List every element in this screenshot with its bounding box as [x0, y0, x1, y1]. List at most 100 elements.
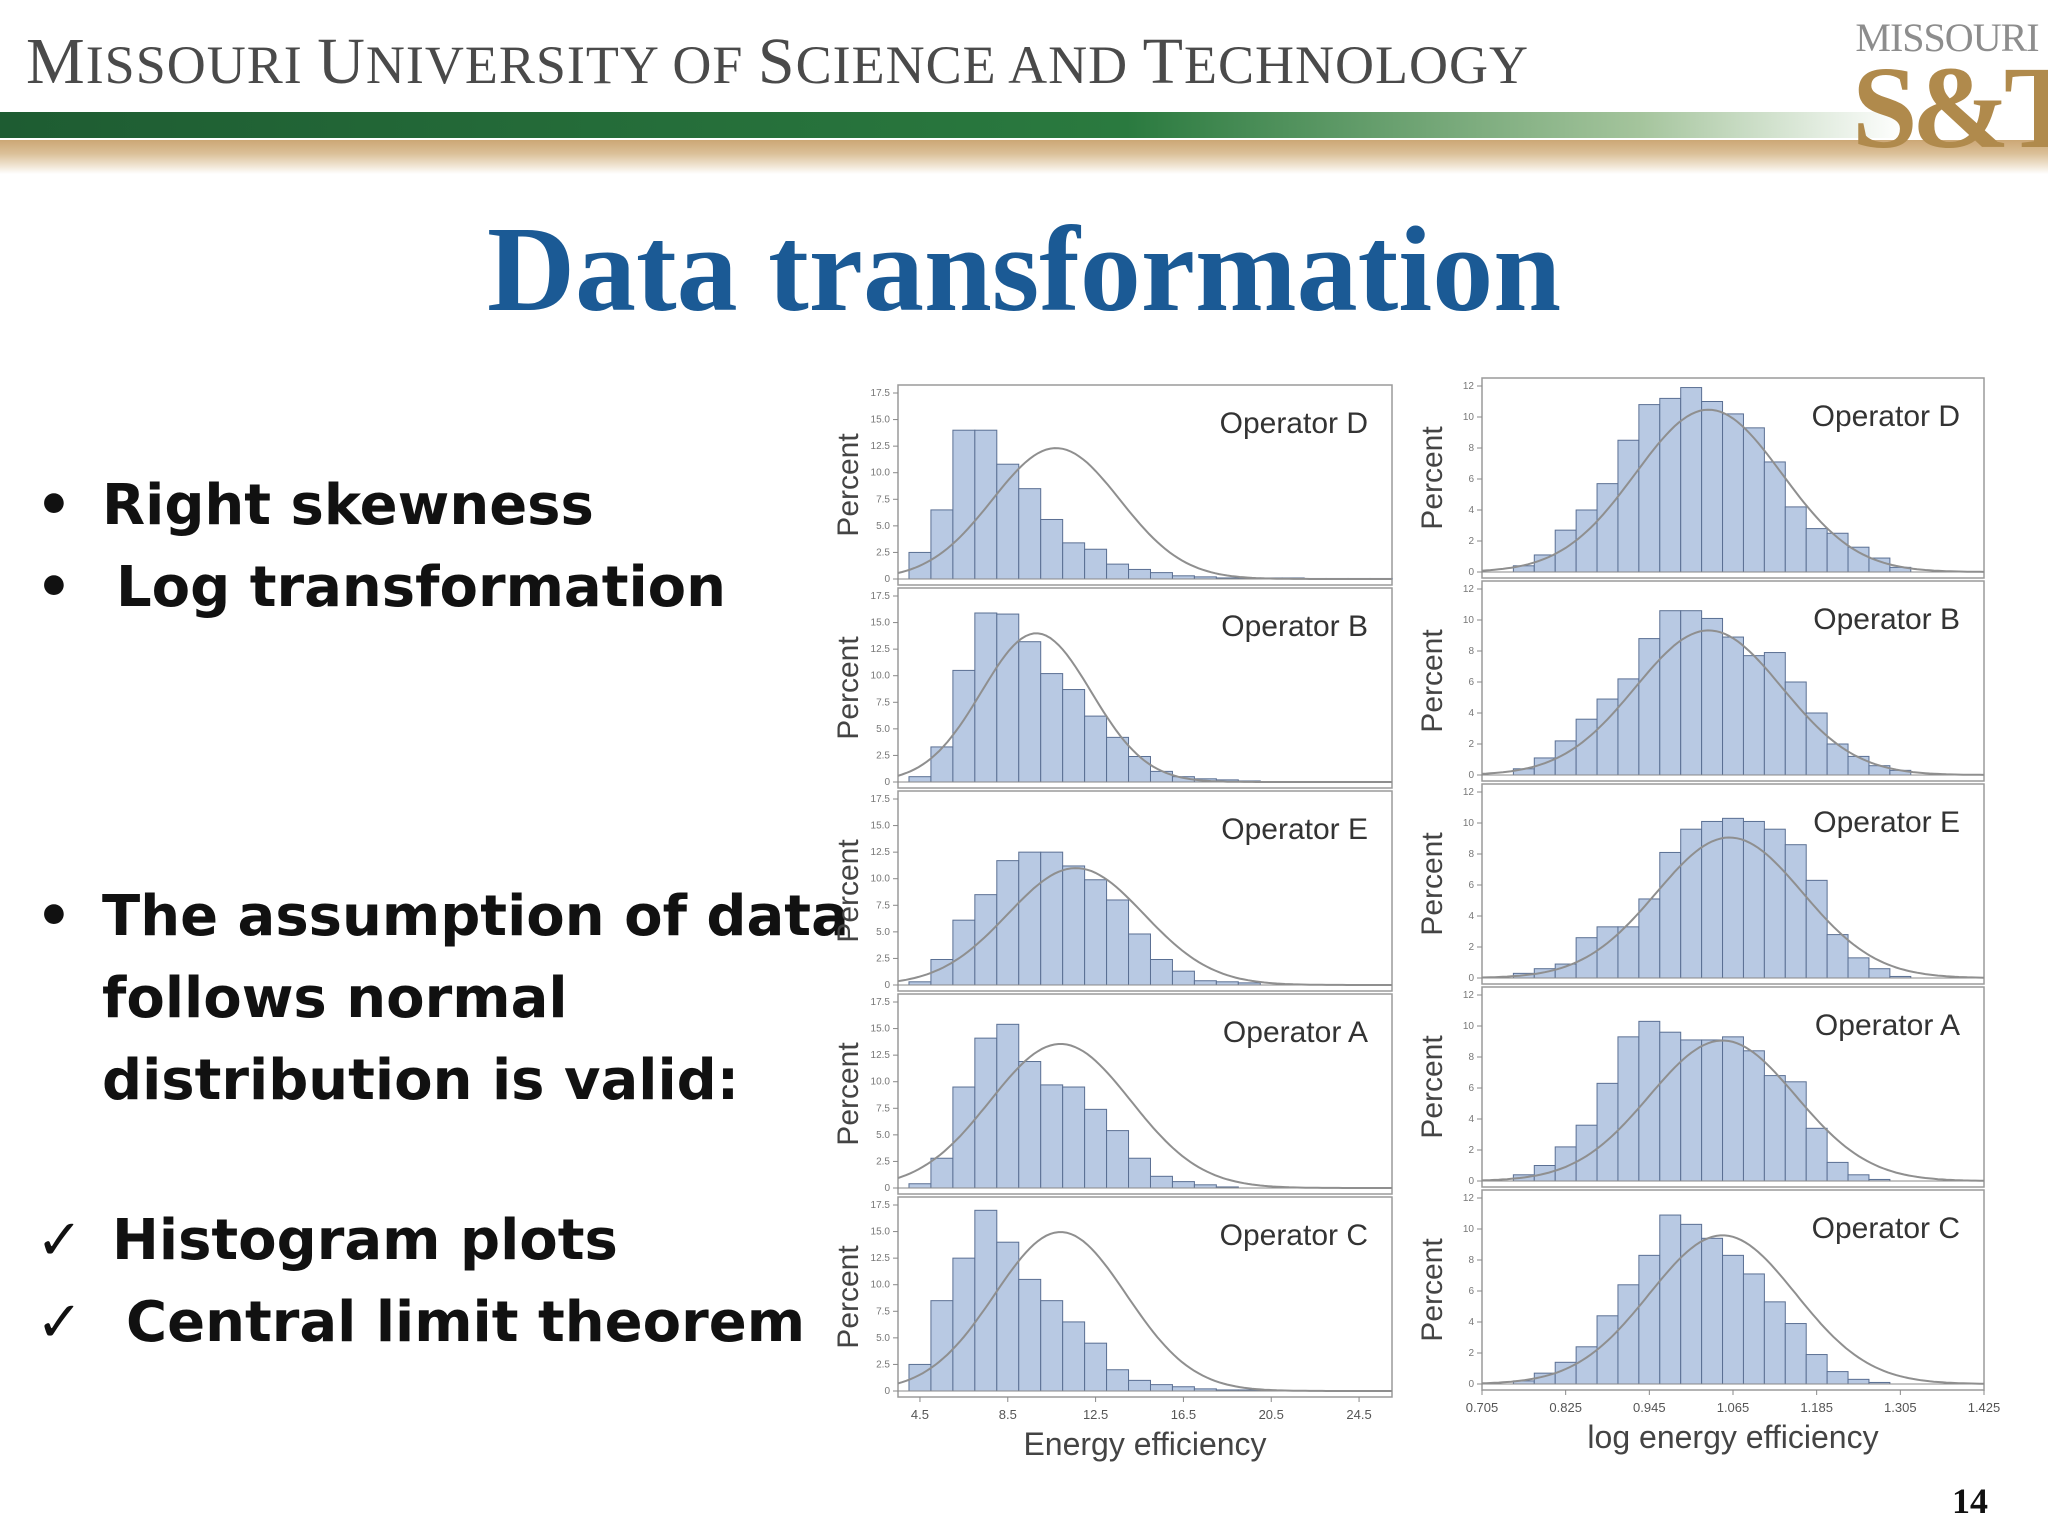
y-axis-label: Percent	[1416, 629, 1449, 733]
histogram-bar	[1638, 1020, 1661, 1182]
series-label: Operator D	[1220, 407, 1368, 440]
bullet-item: • Right skewness	[30, 465, 726, 547]
y-axis-label: Percent	[1416, 832, 1449, 936]
y-axis-label: Percent	[832, 636, 865, 740]
histogram-bar	[1638, 638, 1661, 776]
histogram-bar	[1128, 1157, 1151, 1189]
normal-fit-curve	[1481, 1234, 1984, 1385]
histogram-bar	[1847, 957, 1870, 979]
histogram-bar	[1084, 548, 1108, 580]
logo-top-text: MISSOURI	[1855, 15, 2039, 60]
histogram-bar	[1106, 1369, 1130, 1392]
normal-fit-curve	[1481, 836, 1985, 979]
y-axis-label: Percent	[1416, 1238, 1449, 1342]
y-tick-label: 8	[1468, 1255, 1474, 1266]
histogram-bar	[1128, 755, 1151, 783]
normal-fit-curve	[897, 1043, 1392, 1189]
check-item: ✓ Central limit theorem	[30, 1282, 805, 1364]
histogram-bar	[1868, 557, 1891, 573]
y-tick-label: 10.0	[871, 671, 891, 682]
histogram-bar	[1742, 1050, 1765, 1182]
y-tick-label: 0	[884, 1386, 890, 1397]
histogram-bar	[1040, 673, 1064, 783]
normal-fit-curve	[897, 447, 1392, 580]
histogram-bar	[1018, 1278, 1042, 1392]
histogram-bar	[1659, 851, 1682, 979]
bullet-continuation: distribution is valid:	[30, 1040, 849, 1122]
x-tick-label: 24.5	[1346, 1407, 1371, 1422]
histogram-bar	[1805, 528, 1828, 573]
y-axis-label: Percent	[832, 1245, 865, 1349]
x-tick-label: 4.5	[911, 1407, 929, 1422]
header-gold-bar	[0, 140, 2048, 174]
x-tick-label: 12.5	[1083, 1407, 1108, 1422]
y-tick-label: 5.0	[876, 521, 890, 532]
slide-header: MISSOURI UNIVERSITY OF SCIENCE AND TECHN…	[0, 0, 2048, 180]
y-tick-label: 10.0	[871, 468, 891, 479]
bullet-icon: •	[36, 884, 72, 949]
bullet-text: Log transformation	[116, 555, 727, 620]
normal-fit-curve	[1481, 408, 1985, 573]
y-tick-label: 6	[1468, 677, 1474, 688]
y-tick-label: 6	[1468, 474, 1474, 485]
normal-fit-curve	[1481, 629, 1985, 776]
histogram-bar	[908, 776, 932, 783]
y-tick-label: 10	[1463, 818, 1475, 829]
histogram-bar	[952, 919, 976, 986]
histogram-bar	[1018, 851, 1042, 986]
histogram-bar	[1128, 933, 1151, 986]
histogram-bar	[1847, 1174, 1870, 1182]
y-tick-label: 6	[1468, 1286, 1474, 1297]
y-tick-label: 2.5	[876, 1156, 890, 1167]
bullet-list-top: • Right skewness • Log transformation	[30, 465, 726, 629]
histogram-bar	[1742, 427, 1765, 573]
y-tick-label: 17.5	[871, 997, 891, 1008]
histogram-bar	[1106, 1130, 1130, 1189]
univ-name-part: CIENCE	[795, 35, 1009, 95]
y-tick-label: 12	[1463, 381, 1475, 392]
bullet-text: Right skewness	[102, 473, 594, 538]
histogram-bar	[1128, 1379, 1151, 1392]
histogram-bar	[974, 1209, 998, 1392]
series-label: Operator C	[1220, 1219, 1368, 1252]
y-tick-label: 15.0	[871, 618, 891, 629]
histogram-bar	[1018, 641, 1042, 783]
y-tick-label: 8	[1468, 646, 1474, 657]
y-tick-label: 0	[1468, 770, 1474, 781]
y-tick-label: 17.5	[871, 1200, 891, 1211]
histogram-bar	[1084, 879, 1108, 986]
series-label: Operator A	[1223, 1016, 1368, 1049]
bullet-continuation: follows normal	[30, 958, 849, 1040]
y-tick-label: 4	[1468, 1317, 1474, 1328]
bullet-text: The assumption of data	[102, 884, 849, 949]
bullet-item: • Log transformation	[30, 547, 726, 629]
histogram-bar	[1680, 828, 1703, 979]
y-tick-label: 2	[1468, 1145, 1474, 1156]
histogram-bar	[952, 429, 976, 580]
histogram-bar	[1128, 568, 1151, 580]
y-tick-label: 4	[1468, 911, 1474, 922]
series-label: Operator B	[1221, 610, 1368, 643]
histogram-bar	[1784, 844, 1807, 979]
check-icon: ✓	[36, 1290, 83, 1355]
y-axis-label: Percent	[832, 839, 865, 943]
histogram-bar	[1742, 1273, 1765, 1385]
y-tick-label: 2	[1468, 536, 1474, 547]
y-tick-label: 12.5	[871, 847, 891, 858]
x-tick-label: 1.185	[1800, 1400, 1833, 1415]
y-tick-label: 7.5	[876, 900, 890, 911]
series-label: Operator E	[1813, 806, 1960, 839]
series-label: Operator E	[1221, 813, 1368, 846]
univ-name-initial: M	[26, 25, 86, 98]
histogram-bar	[1617, 1036, 1640, 1182]
histogram-bar	[1701, 617, 1724, 776]
histogram-bar	[1575, 1124, 1598, 1182]
histogram-bar	[1106, 736, 1130, 783]
histogram-bar	[1805, 1354, 1828, 1385]
series-label: Operator D	[1812, 400, 1960, 433]
y-tick-label: 12.5	[871, 644, 891, 655]
check-item: ✓ Histogram plots	[30, 1200, 805, 1282]
y-tick-label: 10	[1463, 1224, 1475, 1235]
histogram-bar	[1847, 755, 1870, 776]
y-tick-label: 2	[1468, 942, 1474, 953]
